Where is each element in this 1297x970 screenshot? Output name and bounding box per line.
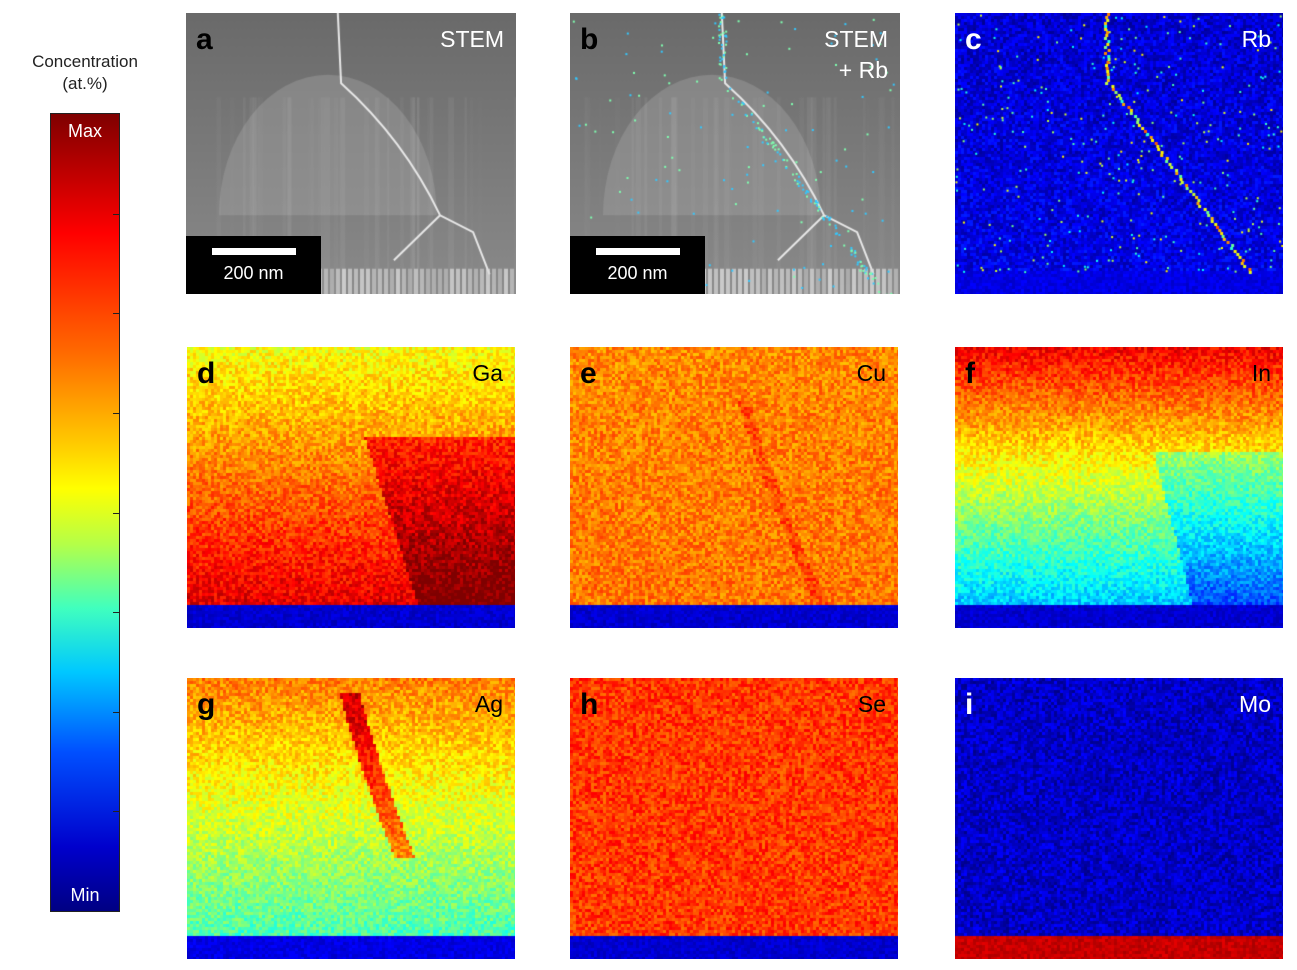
panel-title: Rb [1241, 26, 1271, 52]
panel-title: Ga [472, 360, 503, 386]
scale-bar-box: 200 nm [186, 236, 321, 294]
panel-label: b [580, 23, 599, 56]
panel-in-map: f In [955, 347, 1283, 628]
panel-title: STEM [440, 26, 504, 52]
panel-label: e [580, 357, 597, 390]
colorbar-unit: (at.%) [62, 74, 108, 93]
panel-title: In [1251, 360, 1271, 386]
colorbar-tick [113, 313, 119, 315]
colorbar: Max Min [50, 113, 120, 912]
panel-ga-map: d Ga [187, 347, 515, 628]
colorbar-tick [113, 711, 119, 713]
colorbar-min-label: Min [70, 885, 100, 905]
rb-concentration-map [955, 13, 1283, 294]
se-concentration-map [570, 678, 898, 959]
scale-bar-box: 200 nm [570, 236, 705, 294]
colorbar-tick [113, 612, 119, 614]
panel-label: i [965, 688, 974, 721]
panel-stem-rb-overlay: b STEM + Rb 200 nm [570, 13, 900, 294]
panel-title: Ag [474, 691, 503, 717]
panel-label: a [196, 23, 213, 56]
panel-title-line1: STEM [824, 26, 888, 52]
colorbar-tick [113, 412, 119, 414]
panel-cu-map: e Cu [570, 347, 898, 628]
colorbar-tick [113, 213, 119, 215]
mo-concentration-map [955, 678, 1283, 959]
ag-concentration-map [187, 678, 515, 959]
panel-se-map: h Se [570, 678, 898, 959]
panel-title: Mo [1239, 691, 1271, 717]
scale-bar [212, 248, 296, 255]
colorbar-tick [113, 811, 119, 813]
panel-label: f [965, 357, 975, 390]
ga-concentration-map [187, 347, 515, 628]
panel-mo-map: i Mo [955, 678, 1283, 959]
colorbar-tick [113, 512, 119, 514]
panel-ag-map: g Ag [187, 678, 515, 959]
panel-label: h [580, 688, 599, 721]
panel-label: c [965, 23, 982, 56]
scale-bar-label: 200 nm [223, 263, 284, 283]
colorbar-max-label: Max [67, 121, 102, 141]
panel-rb-map: c Rb [955, 13, 1283, 294]
scale-bar [596, 248, 680, 255]
cu-concentration-map [570, 347, 898, 628]
scale-bar-label: 200 nm [607, 263, 668, 283]
panel-title-line2: + Rb [838, 57, 888, 83]
panel-title: Se [857, 691, 886, 717]
panel-label: g [197, 688, 216, 721]
panel-title: Cu [856, 360, 886, 386]
panel-stem-image: a STEM 200 nm [186, 13, 516, 294]
panel-label: d [197, 357, 216, 390]
colorbar-title: Concentration [32, 52, 138, 71]
in-concentration-map [955, 347, 1283, 628]
